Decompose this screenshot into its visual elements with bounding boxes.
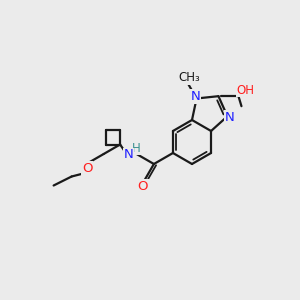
Text: O: O bbox=[138, 180, 148, 193]
Text: N: N bbox=[124, 148, 134, 161]
Text: N: N bbox=[224, 111, 234, 124]
Text: CH₃: CH₃ bbox=[179, 71, 200, 84]
Text: OH: OH bbox=[236, 84, 254, 97]
Text: N: N bbox=[191, 90, 200, 103]
Text: H: H bbox=[132, 142, 141, 154]
Text: O: O bbox=[82, 162, 92, 175]
